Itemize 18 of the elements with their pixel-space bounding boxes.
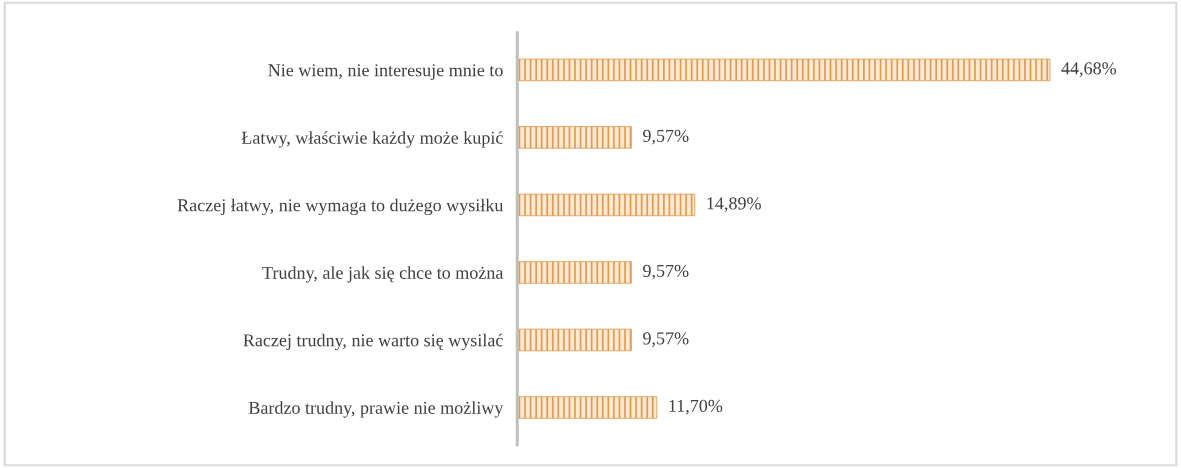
y-tick-label: Nie wiem, nie interesuje mnie to (268, 64, 503, 80)
bar (517, 126, 632, 149)
y-tick-label: Raczej trudny, nie warto się wysilać (243, 333, 503, 351)
data-label: 9,57% (643, 264, 689, 280)
data-label: 14,89% (707, 197, 761, 213)
bar (517, 58, 1051, 82)
data-label: 9,57% (643, 332, 689, 348)
bar (517, 396, 658, 419)
data-label: 9,57% (643, 129, 689, 145)
y-tick-label: Łatwy, właściwie każdy może kupić (241, 131, 503, 148)
bar (517, 193, 696, 217)
y-tick-label: Bardzo trudny, prawie nie możliwy (248, 401, 504, 418)
data-label: 44,68% (1061, 62, 1117, 78)
bar (517, 261, 632, 284)
bar (517, 328, 632, 352)
y-tick-label: Trudny, ale jak się chce to można (262, 266, 504, 283)
y-tick-label: Raczej łatwy, nie wymaga to dużego wysiłku (177, 198, 504, 216)
data-label: 11,70% (669, 399, 723, 415)
